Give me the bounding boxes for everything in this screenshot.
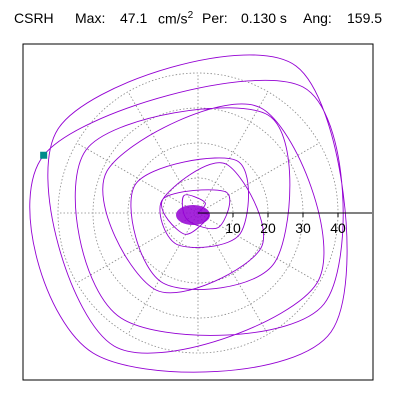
period-value: 0.130 s <box>241 10 287 26</box>
angle-value: 159.5 <box>347 10 383 26</box>
orbit-core <box>176 205 210 225</box>
radial-tick-label: 30 <box>295 220 311 236</box>
orbit-trace <box>29 54 348 373</box>
grid-spoke <box>197 212 269 335</box>
plot-header: CSRH Max: 47.1 cm/s2 Per: 0.130 s Ang: 1… <box>0 10 400 38</box>
max-unit-text: cm/s <box>158 10 188 27</box>
period-label: Per: <box>202 10 228 26</box>
radial-tick-label: 10 <box>225 220 241 236</box>
max-label: Max: <box>75 10 106 26</box>
max-point-marker <box>40 151 48 159</box>
grid-spoke <box>197 212 320 284</box>
orbit-line <box>29 54 348 373</box>
max-value: 47.1 <box>120 10 148 26</box>
station-code: CSRH <box>14 10 54 26</box>
grid-spoke <box>127 91 199 214</box>
grid-spoke <box>76 212 199 284</box>
radial-tick-label: 20 <box>260 220 276 236</box>
max-marker <box>40 151 48 159</box>
radial-axis: 10 20 30 40 <box>198 212 372 236</box>
angle-label: Ang: <box>303 10 332 26</box>
max-unit: cm/s2 <box>158 10 193 27</box>
radial-tick-label: 40 <box>330 220 346 236</box>
max-unit-exponent: 2 <box>187 10 194 21</box>
grid-spoke <box>197 142 320 214</box>
plot-frame <box>22 43 374 381</box>
grid-spoke <box>197 91 269 214</box>
grid-spoke <box>76 142 199 214</box>
grid-spoke <box>127 212 199 335</box>
